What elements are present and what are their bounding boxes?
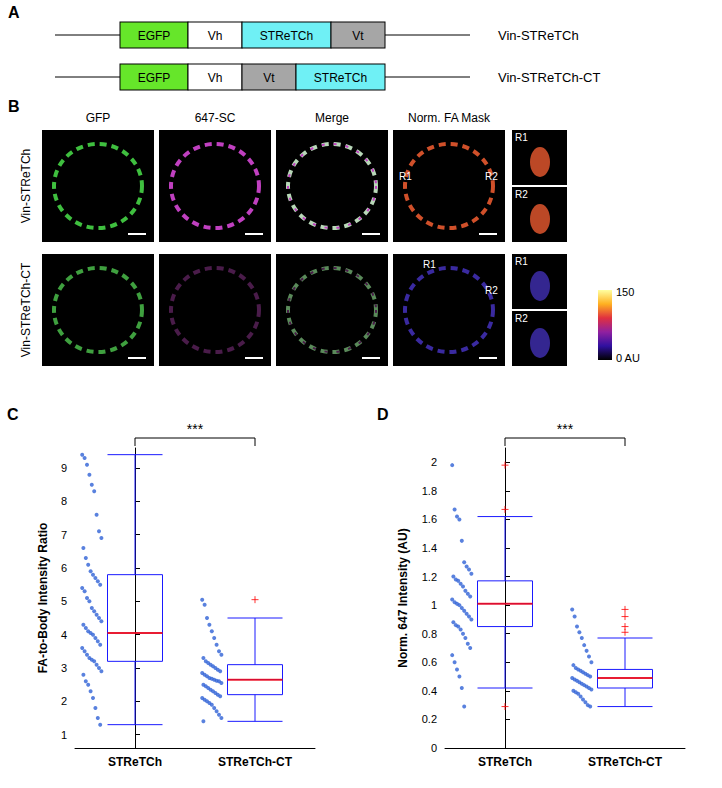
svg-text:0.2: 0.2 <box>422 713 437 725</box>
svg-text:150: 150 <box>616 286 634 298</box>
svg-text:Norm. FA Mask: Norm. FA Mask <box>408 111 491 125</box>
svg-text:EGFP: EGFP <box>138 71 171 85</box>
svg-text:0: 0 <box>431 742 437 754</box>
svg-text:A: A <box>8 4 20 21</box>
svg-text:Vt: Vt <box>352 29 364 43</box>
svg-text:R2: R2 <box>485 285 498 296</box>
svg-text:D: D <box>377 406 389 423</box>
svg-text:5: 5 <box>61 595 67 607</box>
svg-text:***: *** <box>557 421 574 437</box>
svg-text:FA-to-Body Intensity Ratio: FA-to-Body Intensity Ratio <box>36 523 50 674</box>
svg-text:Vt: Vt <box>263 71 275 85</box>
svg-text:STReTCh: STReTCh <box>260 29 313 43</box>
svg-text:2: 2 <box>61 695 67 707</box>
svg-text:4: 4 <box>61 629 67 641</box>
svg-text:1.6: 1.6 <box>422 513 437 525</box>
svg-text:Vin-STReTCh: Vin-STReTCh <box>19 149 33 223</box>
svg-text:R1: R1 <box>423 259 436 270</box>
svg-text:9: 9 <box>61 462 67 474</box>
svg-text:8: 8 <box>61 495 67 507</box>
svg-text:STReTCh-CT: STReTCh-CT <box>588 755 663 769</box>
svg-text:1.8: 1.8 <box>422 485 437 497</box>
svg-text:3: 3 <box>61 662 67 674</box>
svg-text:R1: R1 <box>399 171 412 182</box>
svg-text:1.2: 1.2 <box>422 571 437 583</box>
svg-text:Vin-STReTCh-CT: Vin-STReTCh-CT <box>498 70 600 85</box>
svg-text:R1: R1 <box>515 256 528 267</box>
svg-text:Merge: Merge <box>315 111 349 125</box>
svg-text:0 AU: 0 AU <box>616 352 640 364</box>
svg-text:0.6: 0.6 <box>422 656 437 668</box>
svg-text:STReTCh: STReTCh <box>108 755 162 769</box>
svg-text:Vh: Vh <box>208 71 223 85</box>
svg-text:B: B <box>8 98 20 115</box>
svg-text:6: 6 <box>61 562 67 574</box>
svg-text:R2: R2 <box>515 313 528 324</box>
svg-text:STReTCh: STReTCh <box>314 71 367 85</box>
svg-text:7: 7 <box>61 529 67 541</box>
svg-text:0.4: 0.4 <box>422 685 437 697</box>
svg-text:1: 1 <box>431 599 437 611</box>
svg-text:R2: R2 <box>515 189 528 200</box>
svg-text:2: 2 <box>431 456 437 468</box>
svg-text:1: 1 <box>61 729 67 741</box>
svg-text:1.4: 1.4 <box>422 542 437 554</box>
svg-text:STReTCh-CT: STReTCh-CT <box>218 755 293 769</box>
svg-text:Vin-STReTCh-CT: Vin-STReTCh-CT <box>19 262 33 357</box>
svg-text:STReTCh: STReTCh <box>478 755 532 769</box>
svg-text:***: *** <box>187 421 204 437</box>
svg-text:Norm. 647 Intensity (AU): Norm. 647 Intensity (AU) <box>396 528 410 667</box>
svg-text:Vin-STReTCh: Vin-STReTCh <box>498 28 579 43</box>
svg-text:647-SC: 647-SC <box>195 111 236 125</box>
svg-text:GFP: GFP <box>86 111 111 125</box>
svg-text:C: C <box>7 406 19 423</box>
svg-text:EGFP: EGFP <box>138 29 171 43</box>
svg-text:0.8: 0.8 <box>422 628 437 640</box>
svg-text:R1: R1 <box>515 132 528 143</box>
svg-text:R2: R2 <box>485 171 498 182</box>
svg-text:Vh: Vh <box>208 29 223 43</box>
